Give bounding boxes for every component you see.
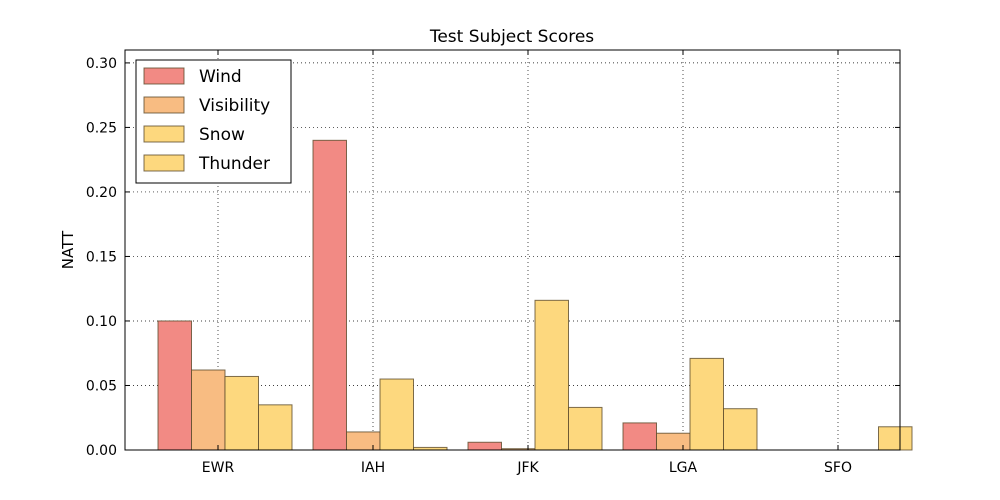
y-tick-label: 0.15 [86,249,117,265]
legend-label-visibility: Visibility [199,96,270,116]
bar-wind-ewr [157,320,192,451]
x-axis: EWR IAH JFK LGA SFO [202,50,852,476]
x-tick-label: EWR [202,460,235,476]
x-tick-label: IAH [361,460,385,476]
y-axis: 0.00 0.05 0.10 0.15 0.20 0.25 0.30 [86,56,900,459]
x-tick-label: SFO [824,460,852,476]
legend-label-thunder: Thunder [198,154,270,174]
legend: Wind Visibility Snow Thunder [135,59,292,184]
legend-label-snow: Snow [199,125,245,145]
plot-frame [124,49,901,451]
bar-visibility-ewr [191,369,226,451]
legend-swatch-snow [143,125,185,143]
bar-visibility-lga [656,432,691,451]
bar-thunder-sfo [878,426,913,451]
y-tick-label: 0.30 [86,56,117,72]
bar-snow-lga [689,357,724,451]
bar-wind-iah [312,139,347,451]
legend-swatch-wind [143,67,185,85]
x-tick-label: LGA [669,460,698,476]
y-tick-label: 0.00 [86,443,117,459]
legend-swatch-visibility [143,96,185,114]
chart-title: Test Subject Scores [429,27,594,47]
legend-swatch-thunder [143,154,185,172]
bar-visibility-iah [346,431,381,451]
y-axis-label: NATT [59,230,77,269]
bar-thunder-lga [723,408,758,451]
bar-thunder-jfk [568,406,603,451]
y-tick-label: 0.20 [86,185,117,201]
bar-snow-jfk [534,299,569,451]
legend-label-wind: Wind [199,67,242,87]
bar-wind-lga [622,422,657,451]
bar-thunder-ewr [258,404,293,451]
grid-lines [125,50,900,451]
y-tick-label: 0.25 [86,120,117,136]
y-tick-label: 0.05 [86,378,117,394]
x-tick-label: JFK [516,460,539,476]
bars [157,139,913,451]
bar-snow-iah [379,378,414,451]
y-tick-label: 0.10 [86,314,117,330]
bar-snow-ewr [224,375,259,451]
bar-wind-jfk [467,441,502,451]
